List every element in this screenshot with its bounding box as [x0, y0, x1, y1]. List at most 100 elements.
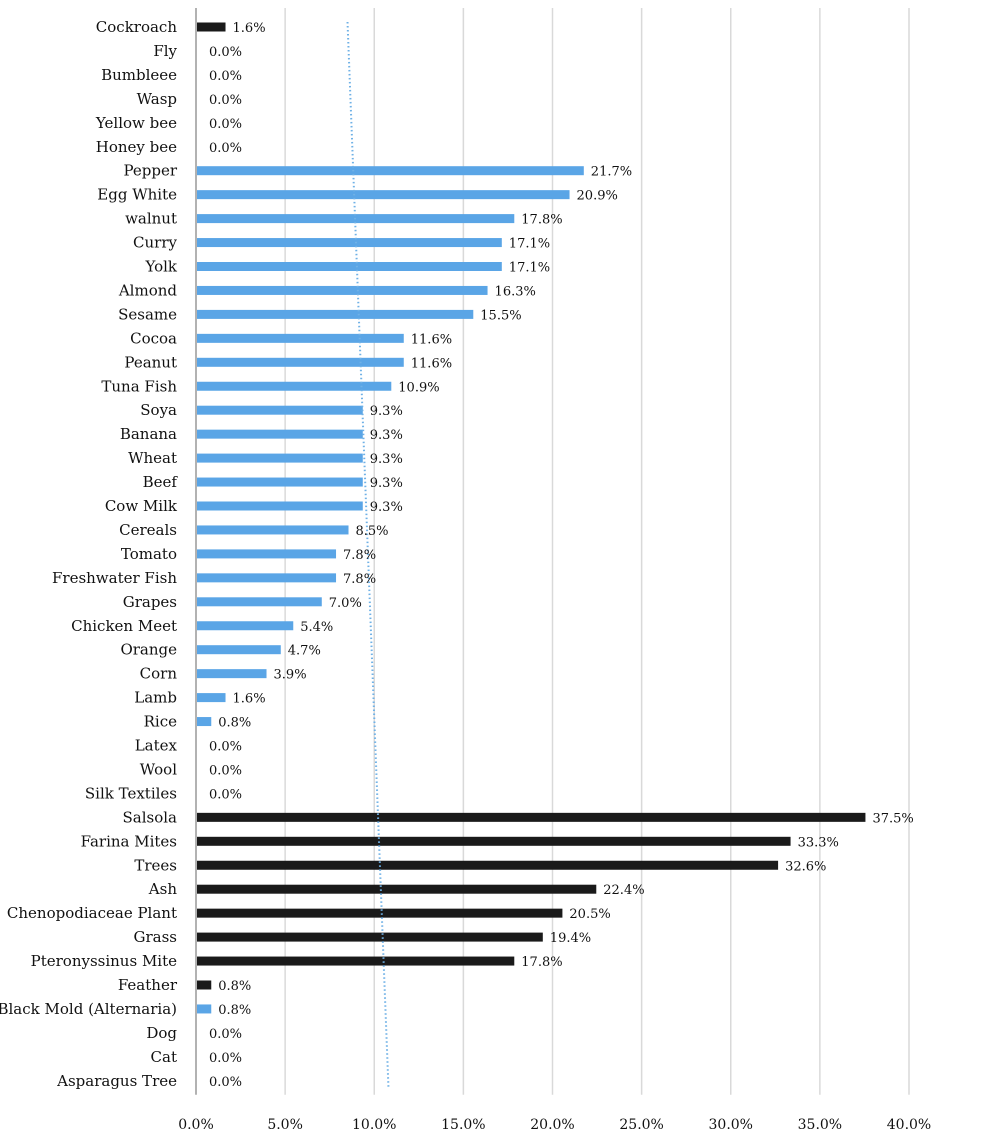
bar: [197, 908, 563, 918]
x-tick-label: 35.0%: [798, 1117, 842, 1133]
bar: [197, 884, 597, 894]
category-label: Black Mold (Alternaria): [0, 1000, 177, 1018]
category-label: Grass: [134, 928, 178, 946]
bar: [197, 669, 267, 679]
category-label: Wasp: [137, 90, 177, 108]
category-label: Silk Textiles: [85, 784, 177, 802]
data-label: 9.3%: [370, 404, 403, 419]
data-label: 9.3%: [370, 500, 403, 515]
x-tick-label: 40.0%: [887, 1117, 931, 1133]
category-label: Asparagus Tree: [56, 1072, 177, 1090]
data-label: 17.1%: [509, 237, 550, 252]
data-label: 7.8%: [343, 572, 376, 587]
category-label: Banana: [120, 425, 177, 443]
bar: [197, 405, 363, 415]
category-label: Farina Mites: [81, 832, 177, 850]
data-label: 1.6%: [233, 21, 266, 36]
category-label: Freshwater Fish: [52, 569, 177, 587]
bar: [197, 860, 779, 870]
category-label: Wheat: [128, 449, 177, 467]
data-label: 22.4%: [603, 883, 644, 898]
data-label: 9.3%: [370, 452, 403, 467]
bar: [197, 477, 363, 487]
x-tick-label: 20.0%: [530, 1117, 574, 1133]
data-label: 9.3%: [370, 476, 403, 491]
category-label: Chicken Meet: [71, 617, 177, 635]
x-tick-label: 0.0%: [178, 1117, 214, 1133]
data-label: 8.5%: [356, 524, 389, 539]
data-label: 20.5%: [569, 907, 610, 922]
bar: [197, 285, 488, 295]
data-label: 7.0%: [329, 596, 362, 611]
category-label: Soya: [140, 401, 177, 419]
data-label: 5.4%: [300, 620, 333, 635]
x-tick-label: 15.0%: [441, 1117, 485, 1133]
data-label: 0.0%: [209, 141, 242, 156]
category-label: Sesame: [118, 305, 177, 323]
bar: [197, 980, 212, 990]
bar: [197, 836, 791, 846]
data-label: 20.9%: [577, 189, 618, 204]
category-label: Yolk: [144, 258, 177, 276]
category-label: Egg White: [97, 186, 177, 204]
bar: [197, 693, 226, 703]
category-label: Honey bee: [96, 138, 177, 156]
category-label: Cow Milk: [105, 497, 178, 515]
category-label: Orange: [120, 641, 177, 659]
x-tick-label: 30.0%: [709, 1117, 753, 1133]
category-label: Tomato: [121, 545, 177, 563]
bar: [197, 573, 337, 583]
bar: [197, 549, 337, 559]
data-label: 7.8%: [343, 548, 376, 563]
category-label: Tuna Fish: [101, 377, 177, 395]
bar: [197, 262, 502, 271]
bar: [197, 309, 474, 319]
data-label: 17.8%: [521, 955, 562, 970]
x-tick-label: 5.0%: [267, 1117, 303, 1133]
data-label: 17.8%: [521, 213, 562, 228]
category-label: Cereals: [119, 521, 177, 539]
data-label: 0.0%: [209, 1051, 242, 1066]
bar: [197, 22, 226, 32]
bars: [197, 22, 866, 1014]
category-label: Cat: [151, 1048, 177, 1066]
bar: [197, 597, 322, 607]
category-label: Corn: [140, 665, 178, 683]
bar: [197, 357, 404, 367]
bar: [197, 333, 404, 343]
data-label: 32.6%: [785, 859, 826, 874]
category-label: Latex: [135, 737, 178, 755]
value-labels: 1.6% 0.0% 0.0% 0.0% 0.0% 0.0% 21.7% 20.9% 17.8% 1…: [209, 21, 914, 1090]
data-label: 37.5%: [872, 811, 913, 826]
data-label: 19.4%: [550, 931, 591, 946]
category-label: Lamb: [134, 689, 177, 707]
category-label: Ash: [148, 880, 178, 898]
category-label: Pepper: [123, 162, 177, 180]
category-label: Peanut: [124, 353, 177, 371]
data-label: 10.9%: [398, 380, 439, 395]
bar: [197, 645, 281, 655]
bar: [197, 501, 363, 511]
data-label: 17.1%: [509, 261, 550, 276]
data-label: 0.0%: [209, 787, 242, 802]
category-label: Beef: [143, 473, 179, 491]
data-label: 15.5%: [480, 308, 521, 323]
category-label: Cocoa: [130, 329, 177, 347]
category-label: Pteronyssinus Mite: [31, 952, 177, 970]
data-label: 0.0%: [209, 1027, 242, 1042]
category-label: Curry: [133, 234, 177, 252]
x-axis-ticks: 0.0% 5.0% 10.0% 15.0% 20.0% 25.0% 30.0% 35.0% 40…: [178, 1117, 931, 1133]
data-label: 33.3%: [798, 835, 839, 850]
x-tick-label: 25.0%: [619, 1117, 663, 1133]
bar: [197, 190, 570, 200]
data-label: 16.3%: [495, 284, 536, 299]
category-label: Trees: [134, 856, 177, 874]
category-label: Almond: [118, 281, 178, 299]
data-label: 0.0%: [209, 763, 242, 778]
bar: [197, 812, 866, 822]
bar: [197, 932, 543, 942]
category-label: Yellow bee: [95, 114, 177, 132]
category-label: Chenopodiaceae Plant: [7, 904, 177, 922]
bar: [197, 621, 294, 631]
category-labels: Cockroach Fly Bumbleee Wasp Yellow bee Honey …: [0, 18, 178, 1090]
